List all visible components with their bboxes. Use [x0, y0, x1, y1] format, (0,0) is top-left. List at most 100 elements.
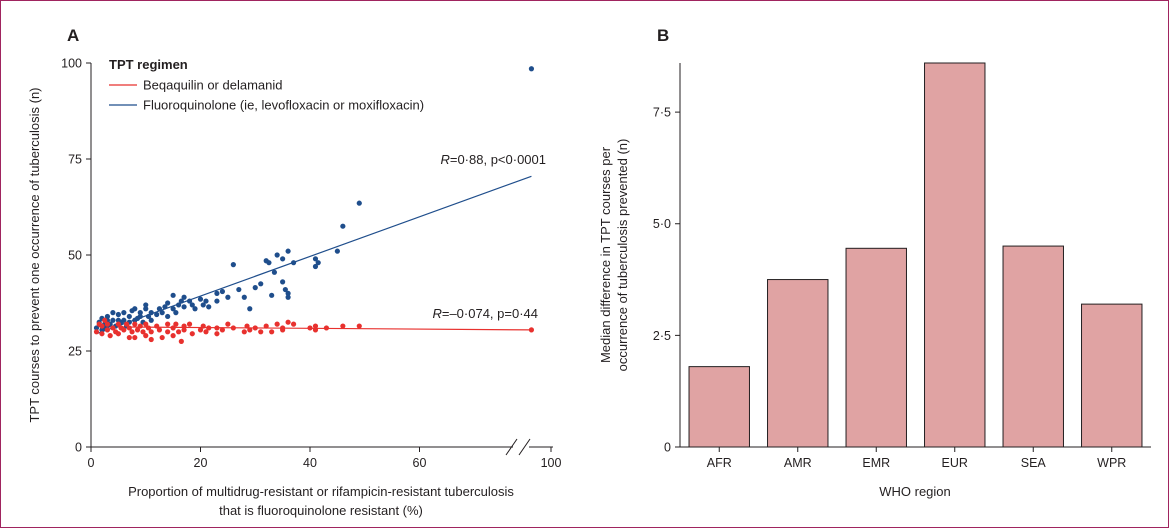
data-point-fluoroquinolone — [282, 286, 288, 293]
y-tick-label: 0 — [664, 441, 671, 455]
data-point-bedaquiline — [104, 327, 111, 333]
bar-afr — [688, 366, 750, 448]
x-tick-label: AMR — [784, 456, 812, 470]
data-point-fluoroquinolone — [148, 317, 154, 323]
data-point-bedaquiline — [165, 321, 171, 327]
data-point-bedaquiline — [258, 329, 264, 335]
data-point-fluoroquinolone — [315, 260, 321, 266]
data-point-fluoroquinolone — [312, 263, 319, 270]
data-point-bedaquiline — [323, 325, 330, 331]
y-tick-label: 50 — [68, 249, 82, 263]
data-point-bedaquiline — [247, 327, 253, 333]
data-point-bedaquiline — [115, 321, 121, 327]
annotation-bedaquiline-correlation: R=–0·074, p=0·44 — [432, 306, 538, 321]
x-tick-label: EUR — [942, 456, 968, 470]
data-point-fluoroquinolone — [121, 317, 127, 323]
data-point-bedaquiline — [170, 325, 176, 331]
data-point-fluoroquinolone — [186, 298, 193, 304]
data-point-bedaquiline — [340, 323, 346, 329]
panel-b-x-ticks: AFR AMR EMR EUR SEA WPR — [707, 447, 1126, 470]
data-point-fluoroquinolone — [170, 292, 176, 298]
y-tick-label: 7·5 — [653, 106, 671, 120]
data-point-bedaquiline — [189, 331, 195, 337]
data-point-bedaquiline — [170, 333, 176, 339]
data-point-bedaquiline — [178, 338, 184, 344]
data-point-bedaquiline — [102, 317, 108, 323]
data-point-bedaquiline — [200, 323, 206, 329]
x-tick-label: 40 — [303, 456, 317, 470]
data-point-fluoroquinolone — [290, 260, 297, 266]
x-tick-label: SEA — [1021, 456, 1047, 470]
data-point-fluoroquinolone — [137, 310, 143, 316]
data-point-bedaquiline — [528, 327, 535, 333]
data-point-bedaquiline — [145, 325, 152, 331]
panel-b-x-label: WHO region — [879, 484, 951, 499]
data-point-bedaquiline — [159, 334, 165, 341]
data-point-bedaquiline — [274, 321, 280, 327]
data-point-bedaquiline — [148, 329, 154, 335]
data-point-fluoroquinolone — [110, 317, 116, 323]
data-point-fluoroquinolone — [192, 306, 198, 312]
data-point-fluoroquinolone — [145, 313, 152, 320]
data-point-bedaquiline — [143, 321, 149, 327]
data-point-bedaquiline — [186, 321, 193, 327]
data-point-fluoroquinolone — [203, 298, 209, 304]
data-point-bedaquiline — [93, 329, 100, 335]
data-point-bedaquiline — [252, 325, 258, 331]
annotation-r-text: =0·88, p<0·0001 — [450, 152, 546, 167]
x-tick-label: 100 — [541, 456, 562, 470]
bar-wpr — [1081, 303, 1143, 448]
data-point-fluoroquinolone — [189, 302, 195, 308]
data-point-bedaquiline — [110, 325, 116, 331]
data-point-fluoroquinolone — [219, 288, 225, 295]
data-point-bedaquiline — [181, 323, 187, 329]
legend-title: TPT regimen — [109, 57, 188, 72]
data-point-bedaquiline — [132, 321, 138, 327]
data-point-fluoroquinolone — [165, 313, 171, 320]
data-point-fluoroquinolone — [137, 313, 143, 320]
data-point-fluoroquinolone — [173, 310, 179, 316]
x-tick-label: 0 — [88, 456, 95, 470]
y-tick-label: 2·5 — [653, 329, 671, 343]
data-point-fluoroquinolone — [170, 306, 176, 312]
data-point-bedaquiline — [219, 327, 225, 333]
data-point-bedaquiline — [181, 327, 187, 333]
data-point-fluoroquinolone — [230, 262, 236, 268]
data-point-bedaquiline — [140, 329, 146, 335]
data-point-fluoroquinolone — [143, 306, 149, 312]
data-point-bedaquiline — [307, 325, 313, 331]
data-point-fluoroquinolone — [312, 256, 319, 262]
data-point-bedaquiline — [241, 329, 247, 335]
data-point-bedaquiline — [312, 327, 319, 333]
data-point-bedaquiline — [99, 323, 105, 329]
legend-label-fluoroquinolone: Fluoroquinolone (ie, levofloxacin or mox… — [143, 98, 424, 113]
data-point-fluoroquinolone — [214, 290, 220, 296]
legend-label-bedaquiline: Beqaquilin or delamanid — [143, 78, 282, 93]
data-point-bedaquiline — [132, 334, 138, 341]
bar-amr — [767, 279, 829, 448]
data-point-fluoroquinolone — [148, 310, 154, 316]
data-point-bedaquiline — [214, 325, 220, 331]
panel-b-y-label-line2: occurrence of tuberculosis prevented (n) — [615, 139, 630, 372]
data-point-fluoroquinolone — [241, 294, 247, 300]
data-point-fluoroquinolone — [266, 260, 272, 266]
data-point-fluoroquinolone — [280, 256, 286, 262]
data-point-fluoroquinolone — [269, 292, 275, 298]
data-point-fluoroquinolone — [528, 66, 535, 72]
x-tick-label: 20 — [194, 456, 208, 470]
data-point-bedaquiline — [154, 323, 160, 329]
y-tick-label: 25 — [68, 345, 82, 359]
data-point-bedaquiline — [206, 325, 212, 331]
data-point-fluoroquinolone — [214, 298, 220, 304]
annotation-r-symbol: R — [432, 306, 441, 321]
data-point-bedaquiline — [104, 321, 111, 327]
data-point-bedaquiline — [115, 331, 121, 337]
data-point-bedaquiline — [225, 321, 231, 327]
y-tick-label: 100 — [61, 57, 82, 71]
y-tick-label: 5·0 — [653, 217, 671, 231]
data-point-fluoroquinolone — [252, 285, 258, 291]
panel-a-y-ticks: 0 25 50 75 100 — [61, 57, 91, 455]
data-point-fluoroquinolone — [154, 311, 160, 318]
data-point-bedaquiline — [244, 323, 250, 329]
